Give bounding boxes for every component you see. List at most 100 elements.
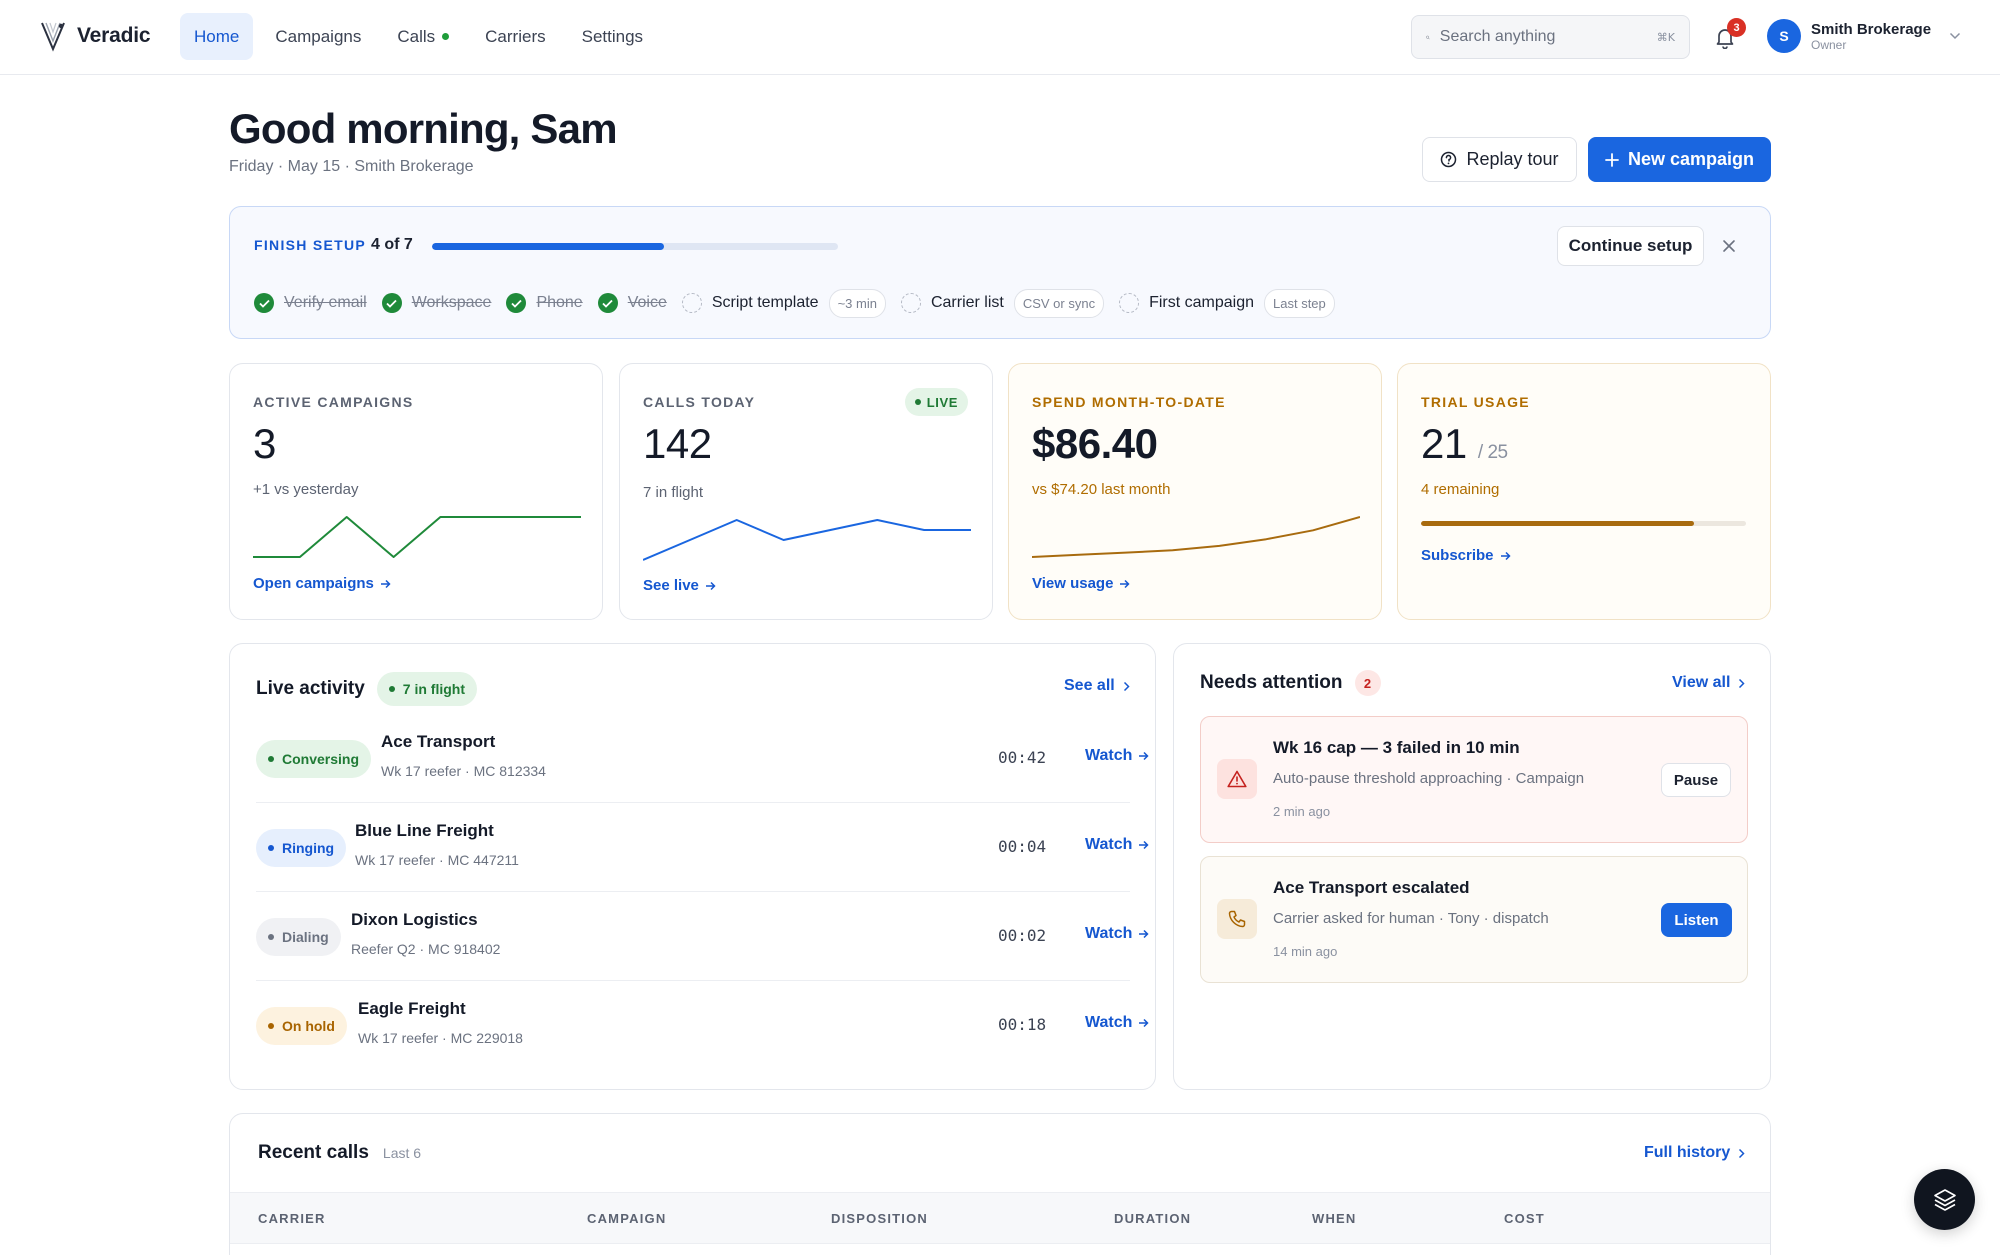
- status-dot: [268, 756, 274, 762]
- nav-calls-label: Calls: [397, 26, 436, 46]
- setup-step-label: Carrier list: [930, 294, 1004, 311]
- pause-button[interactable]: Pause: [1661, 763, 1731, 797]
- finish-setup-panel: FINISH SETUP 4 of 7 Continue setup Verif…: [229, 206, 1771, 339]
- nav-campaigns[interactable]: Campaigns: [261, 13, 375, 60]
- status-badge: Conversing: [256, 740, 372, 778]
- listen-button[interactable]: Listen: [1661, 903, 1732, 937]
- phone-icon: [1228, 910, 1246, 928]
- see-all-label: See all: [1064, 677, 1115, 694]
- carrier-name: Eagle Freight: [358, 999, 466, 1018]
- see-all-link[interactable]: See all: [1064, 677, 1130, 695]
- setup-step-label: Workspace: [411, 294, 492, 311]
- setup-step-script-template[interactable]: Script template ~3 min: [681, 288, 886, 318]
- full-history-label: Full history: [1644, 1144, 1731, 1161]
- call-timer: 00:02: [998, 926, 1047, 945]
- carrier-detail: Wk 17 reefer · MC 812334: [381, 763, 546, 779]
- top-navigation-bar: Veradic Home Campaigns Calls Carriers Se…: [0, 0, 2000, 75]
- status-label: Conversing: [282, 751, 360, 767]
- setup-step-voice[interactable]: Voice: [597, 293, 667, 313]
- nav-settings-label: Settings: [581, 26, 644, 46]
- global-search[interactable]: ⌘K: [1411, 15, 1690, 59]
- setup-progress-fill: [432, 243, 664, 250]
- account-menu[interactable]: S Smith Brokerage Owner: [1767, 19, 1961, 53]
- setup-step-first-campaign[interactable]: First campaign Last step: [1119, 288, 1335, 318]
- warning-triangle-icon: [1227, 770, 1247, 788]
- new-campaign-button[interactable]: New campaign: [1588, 137, 1771, 182]
- new-campaign-label: New campaign: [1627, 149, 1755, 169]
- notifications-button[interactable]: 3: [1713, 18, 1746, 52]
- status-badge: On hold: [256, 1007, 347, 1045]
- column-header-disposition[interactable]: DISPOSITION: [831, 1211, 928, 1226]
- continue-setup-button[interactable]: Continue setup: [1557, 226, 1704, 266]
- setup-step-verify-email[interactable]: Verify email: [254, 293, 367, 313]
- recent-calls-title: Recent calls: [258, 1142, 369, 1163]
- view-usage-link[interactable]: View usage: [1032, 575, 1130, 592]
- search-icon: [1426, 35, 1430, 39]
- see-live-link[interactable]: See live: [643, 577, 716, 594]
- column-header-when[interactable]: WHEN: [1312, 1211, 1357, 1226]
- nav-carriers[interactable]: Carriers: [471, 13, 559, 60]
- spend-sparkline: [1032, 516, 1360, 558]
- search-input[interactable]: [1439, 28, 1647, 46]
- card-value: 21 / 25: [1421, 420, 1508, 468]
- nav-calls[interactable]: Calls: [383, 13, 463, 60]
- layers-fab-button[interactable]: [1914, 1169, 1975, 1230]
- view-all-link[interactable]: View all: [1672, 674, 1745, 692]
- alert-title: Ace Transport escalated: [1273, 878, 1470, 897]
- call-timer: 00:18: [998, 1015, 1047, 1034]
- app-logo[interactable]: Veradic: [39, 20, 151, 52]
- call-timer: 00:04: [998, 837, 1047, 856]
- activity-row[interactable]: Ringing Blue Line Freight Wk 17 reefer ·…: [256, 804, 1149, 892]
- check-icon: [254, 293, 274, 313]
- sparkline-series: [1032, 516, 1360, 558]
- activity-row[interactable]: Conversing Ace Transport Wk 17 reefer · …: [256, 715, 1149, 803]
- card-label: TRIAL USAGE: [1421, 394, 1530, 410]
- activity-row[interactable]: On hold Eagle Freight Wk 17 reefer · MC …: [256, 982, 1149, 1070]
- attention-item[interactable]: Wk 16 cap — 3 failed in 10 min Auto-paus…: [1200, 716, 1748, 843]
- card-value: 3: [253, 420, 276, 467]
- nav-home[interactable]: Home: [180, 13, 254, 60]
- in-flight-badge: 7 in flight: [376, 672, 477, 706]
- setup-step-phone[interactable]: Phone: [506, 293, 583, 313]
- column-header-duration[interactable]: DURATION: [1114, 1211, 1192, 1226]
- watch-button[interactable]: Watch: [1085, 747, 1149, 765]
- replay-tour-button[interactable]: Replay tour: [1422, 137, 1577, 182]
- alert-icon-box: [1217, 899, 1257, 939]
- trial-used-value: 21: [1421, 420, 1467, 467]
- card-link-label: Open campaigns: [253, 575, 374, 592]
- watch-button[interactable]: Watch: [1085, 1014, 1149, 1032]
- setup-step-carrier-list[interactable]: Carrier list CSV or sync: [900, 288, 1105, 318]
- activity-row[interactable]: Dialing Dixon Logistics Reefer Q2 · MC 9…: [256, 893, 1149, 981]
- close-icon[interactable]: [1720, 237, 1738, 255]
- watch-label: Watch: [1085, 836, 1133, 853]
- setup-step-label: Phone: [536, 294, 583, 311]
- needs-attention-header: Needs attention 2: [1200, 670, 1381, 696]
- column-header-carrier[interactable]: CARRIER: [258, 1211, 326, 1226]
- carrier-detail: Reefer Q2 · MC 918402: [351, 941, 501, 957]
- attention-item[interactable]: Ace Transport escalated Carrier asked fo…: [1200, 856, 1748, 983]
- check-icon: [506, 293, 527, 313]
- veradic-logo-icon: [41, 22, 65, 52]
- status-badge: Dialing: [256, 918, 341, 956]
- trial-progress-fill: [1421, 521, 1694, 526]
- subscribe-link[interactable]: Subscribe: [1421, 547, 1511, 564]
- watch-label: Watch: [1085, 1014, 1133, 1031]
- nav-settings[interactable]: Settings: [568, 13, 657, 60]
- calls-today-sparkline: [643, 519, 971, 561]
- recent-calls-subtitle: Last 6: [382, 1145, 422, 1161]
- setup-step-chip: ~3 min: [828, 288, 886, 318]
- card-label: CALLS TODAY: [643, 394, 756, 410]
- setup-step-workspace[interactable]: Workspace: [381, 293, 492, 313]
- column-header-campaign[interactable]: CAMPAIGN: [587, 1211, 667, 1226]
- alert-icon-box: [1217, 759, 1257, 799]
- open-campaigns-link[interactable]: Open campaigns: [253, 575, 391, 592]
- watch-button[interactable]: Watch: [1085, 836, 1149, 854]
- full-history-link[interactable]: Full history: [1644, 1144, 1745, 1162]
- live-badge-label: LIVE: [926, 394, 958, 410]
- watch-button[interactable]: Watch: [1085, 925, 1149, 943]
- carrier-detail: Wk 17 reefer · MC 229018: [358, 1030, 523, 1046]
- watch-label: Watch: [1085, 747, 1133, 764]
- column-header-cost[interactable]: COST: [1504, 1211, 1545, 1226]
- card-subtext: +1 vs yesterday: [253, 481, 359, 498]
- attention-count-badge: 2: [1354, 670, 1381, 696]
